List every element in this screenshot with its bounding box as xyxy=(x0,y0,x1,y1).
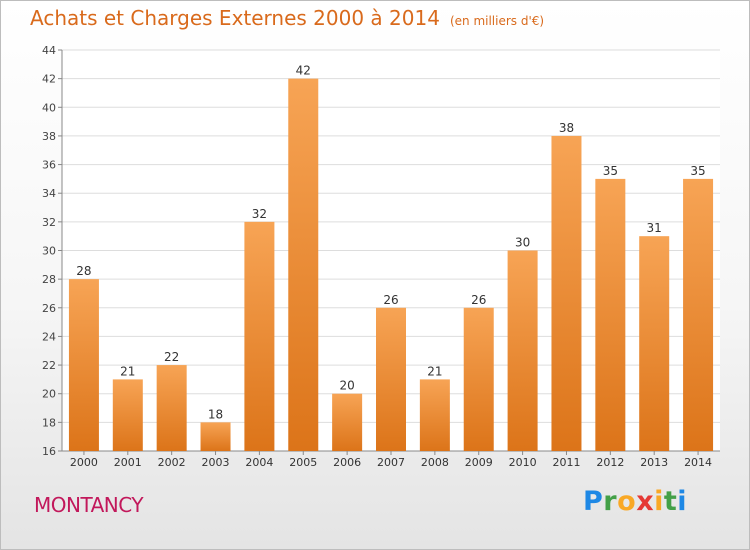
x-tick-label: 2012 xyxy=(596,456,624,469)
y-tick-label: 26 xyxy=(42,302,56,315)
data-label: 26 xyxy=(471,293,486,307)
bar xyxy=(551,135,582,451)
y-tick-label: 38 xyxy=(42,130,56,143)
x-tick-label: 2006 xyxy=(333,456,361,469)
x-tick-label: 2003 xyxy=(202,456,230,469)
chart-title: Achats et Charges Externes 2000 à 2014 (e… xyxy=(30,6,544,30)
place-name: MONTANCY xyxy=(34,493,144,517)
bar xyxy=(463,307,494,451)
x-tick-label: 2013 xyxy=(640,456,668,469)
y-tick-label: 36 xyxy=(42,159,56,172)
data-label: 18 xyxy=(208,407,223,421)
data-label: 38 xyxy=(559,121,574,135)
y-tick-label: 24 xyxy=(42,330,56,343)
data-label: 22 xyxy=(164,350,179,364)
bar xyxy=(68,279,99,451)
x-tick-label: 2005 xyxy=(289,456,317,469)
bar xyxy=(376,307,406,451)
bar xyxy=(332,393,363,451)
bar xyxy=(507,250,538,451)
data-label: 35 xyxy=(603,164,618,178)
bar xyxy=(112,379,143,451)
y-tick-label: 22 xyxy=(42,359,56,372)
x-tick-label: 2009 xyxy=(465,456,493,469)
data-label: 35 xyxy=(690,164,705,178)
x-tick-label: 2014 xyxy=(684,456,712,469)
bar xyxy=(683,178,714,451)
x-tick-label: 2008 xyxy=(421,456,449,469)
bar xyxy=(288,78,319,452)
data-label: 32 xyxy=(252,207,267,221)
bar xyxy=(639,236,670,451)
chart-title-text: Achats et Charges Externes 2000 à 2014 xyxy=(30,6,440,30)
bar xyxy=(595,178,626,451)
x-tick-label: 2007 xyxy=(377,456,405,469)
y-tick-label: 28 xyxy=(42,273,56,286)
proxiti-logo: Proxiti xyxy=(583,486,688,517)
x-tick-label: 2002 xyxy=(158,456,186,469)
y-tick-label: 20 xyxy=(42,388,56,401)
bar xyxy=(156,365,187,451)
data-label: 42 xyxy=(296,64,311,78)
x-tick-label: 2010 xyxy=(509,456,537,469)
data-label: 28 xyxy=(76,264,91,278)
y-tick-label: 32 xyxy=(42,216,56,229)
x-tick-label: 2011 xyxy=(552,456,580,469)
data-label: 20 xyxy=(339,379,354,393)
bar xyxy=(419,379,450,451)
y-tick-label: 44 xyxy=(42,44,56,57)
data-label: 21 xyxy=(120,364,135,378)
y-tick-label: 16 xyxy=(42,445,56,458)
x-tick-label: 2001 xyxy=(114,456,142,469)
chart-unit: (en milliers d'€) xyxy=(449,14,545,28)
bar xyxy=(200,422,231,451)
y-tick-label: 18 xyxy=(42,416,56,429)
y-tick-label: 42 xyxy=(42,73,56,86)
data-label: 26 xyxy=(383,293,398,307)
data-label: 21 xyxy=(427,364,442,378)
data-label: 31 xyxy=(647,221,662,235)
y-tick-label: 34 xyxy=(42,187,56,200)
data-label: 30 xyxy=(515,236,530,250)
y-tick-label: 30 xyxy=(42,245,56,258)
x-tick-label: 2004 xyxy=(245,456,273,469)
x-tick-label: 2000 xyxy=(70,456,98,469)
bar xyxy=(244,221,275,451)
y-tick-label: 40 xyxy=(42,101,56,114)
